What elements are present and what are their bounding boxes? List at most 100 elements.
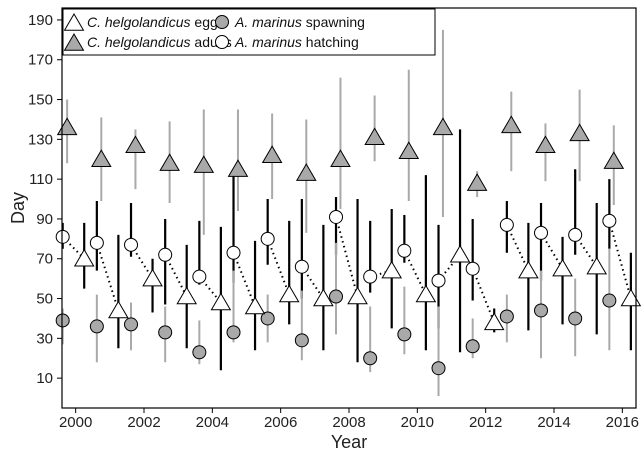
dotted-connector: [403, 250, 427, 296]
c_adults-point: [432, 117, 454, 136]
c_eggs-point: [518, 260, 539, 279]
a_spawning-point: [124, 317, 139, 332]
a_spawning-point: [568, 311, 583, 326]
plot-frame: [61, 7, 637, 409]
c_eggs-point: [278, 284, 300, 303]
c_eggs-point: [415, 284, 437, 303]
a_spawning-point: [192, 345, 207, 360]
x-tick-label: 2014: [537, 414, 570, 431]
a_hatching-point: [260, 231, 275, 246]
a_hatching-point: [226, 245, 241, 260]
a_hatching-point: [534, 225, 549, 240]
a_hatching-point: [465, 261, 480, 276]
y-tick-label: 70: [36, 251, 53, 268]
a_spawning-point: [534, 303, 549, 318]
c_adults-point: [535, 135, 556, 154]
a_spawning-point: [363, 351, 378, 366]
a_spawning-point: [260, 311, 275, 326]
y-tick-label: 150: [28, 92, 53, 109]
c_adults-point: [569, 123, 590, 142]
a_spawning-point: [397, 327, 412, 342]
c_eggs-point: [347, 286, 368, 305]
a_spawning-point: [465, 339, 480, 354]
a_spawning-point: [89, 319, 104, 334]
legend-stage: spawning: [302, 14, 365, 30]
a_hatching-point: [192, 269, 207, 284]
x-tick-label: 2002: [127, 414, 160, 431]
legend-label-c_eggs: C. helgolandicus eggs: [87, 14, 225, 30]
c_adults-point: [193, 155, 215, 173]
a_hatching-point: [363, 269, 378, 284]
y-tick-label: 170: [28, 52, 53, 69]
c_eggs-point: [313, 288, 334, 307]
a_spawning-point: [294, 333, 309, 348]
c_eggs-point: [586, 256, 608, 275]
c_adults-point: [364, 127, 385, 146]
c_eggs-point: [449, 244, 471, 263]
c_adults-point: [330, 149, 351, 167]
dotted-connector: [369, 269, 392, 278]
a_spawning-point: [226, 325, 241, 340]
x-tick-label: 2004: [196, 414, 229, 431]
x-tick-label: 2000: [59, 414, 92, 431]
a_hatching-point: [294, 259, 309, 274]
legend-species: A. marinus: [234, 14, 302, 30]
y-tick-label: 50: [36, 291, 53, 308]
dotted-connector: [130, 244, 154, 280]
legend-stage: eggs: [191, 14, 225, 30]
a_hatching-point: [602, 213, 617, 228]
c_adults-point: [227, 159, 249, 177]
c_adults-point: [90, 149, 112, 167]
c_adults-point: [466, 173, 488, 191]
c_eggs-point: [142, 268, 163, 287]
x-tick-label: 2008: [332, 414, 365, 431]
c_adults-point: [295, 163, 317, 181]
a_spawning-point: [431, 361, 446, 376]
y-tick-label: 90: [36, 211, 53, 228]
x-tick-label: 2010: [401, 414, 434, 431]
legend-box: [62, 8, 436, 56]
a_hatching-point: [397, 243, 412, 258]
a_hatching-point: [158, 247, 173, 262]
c_adults-point: [500, 115, 522, 134]
x-tick-label: 2012: [469, 414, 502, 431]
legend-label-c_adults: C. helgolandicus adults: [87, 34, 232, 50]
dotted-connector: [540, 232, 564, 270]
x-tick-label: 2006: [264, 414, 297, 431]
a_spawning-point: [602, 293, 617, 308]
c_adults-point: [398, 141, 420, 159]
c_eggs-point: [108, 300, 129, 319]
a_hatching-point: [89, 235, 104, 250]
c_adults-point: [159, 153, 180, 171]
c_eggs-point: [552, 258, 573, 277]
c_eggs-point: [73, 248, 95, 267]
legend-marker-c_adults: [63, 33, 85, 51]
y-tick-label: 10: [36, 370, 53, 387]
axis-ticks: 2000 2002 2004 2006 2008 2010 2012 2014 2016 10 30…: [28, 12, 639, 431]
a_spawning-point: [158, 325, 173, 340]
legend-species: A. marinus: [234, 34, 302, 50]
dotted-connector: [95, 242, 120, 311]
dotted-connector: [335, 216, 359, 297]
legend-species: C. helgolandicus: [87, 14, 191, 30]
a_hatching-point: [55, 229, 70, 244]
y-tick-label: 130: [28, 131, 53, 148]
c_adults-point: [261, 145, 283, 163]
a_hatching-point: [499, 217, 514, 232]
legend-label-a_hatching: A. marinus hatching: [234, 34, 359, 50]
x-axis-title: Year: [331, 432, 367, 452]
legend-marker-c_eggs: [63, 13, 85, 31]
legend-species: C. helgolandicus: [87, 34, 191, 50]
c_adults-point: [603, 151, 625, 169]
y-tick-label: 30: [36, 330, 53, 347]
y-axis-title: Day: [8, 192, 28, 224]
legend-marker-a_hatching: [215, 35, 229, 49]
a_hatching-point: [124, 237, 139, 252]
a_spawning-point: [55, 313, 70, 328]
a_hatching-point: [568, 227, 583, 242]
dotted-connector: [505, 224, 530, 272]
c_eggs-point: [210, 292, 232, 311]
c_adults-point: [125, 135, 146, 154]
markers: [55, 115, 642, 376]
